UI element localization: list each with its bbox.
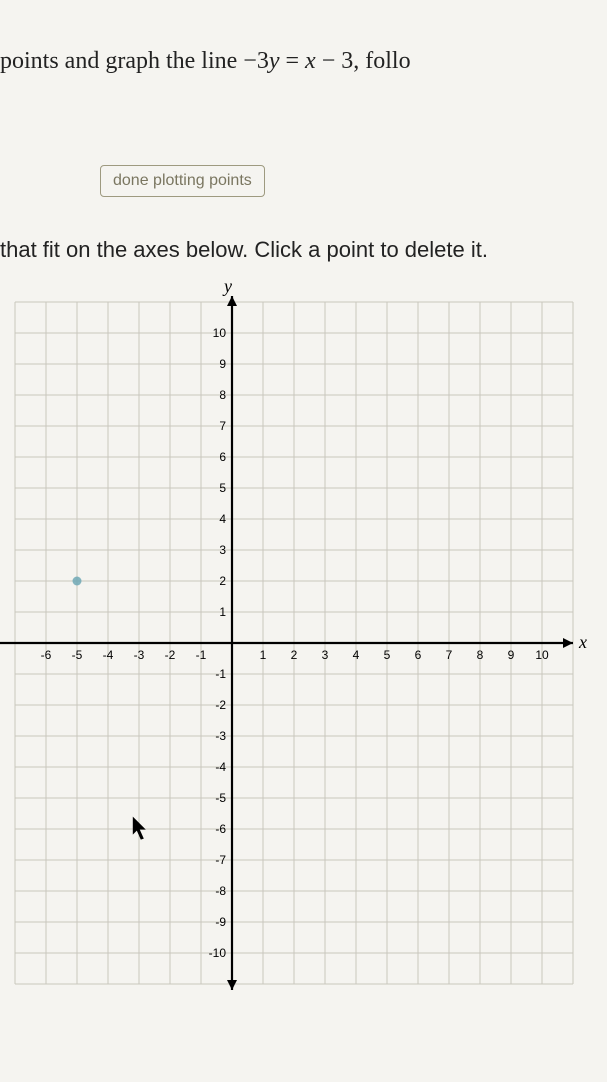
y-tick-label: 7: [219, 419, 226, 433]
x-tick-label: -4: [103, 648, 114, 662]
x-tick-label: -5: [72, 648, 83, 662]
x-tick-label: 7: [446, 648, 453, 662]
y-tick-label: 1: [219, 605, 226, 619]
x-tick-label: -3: [134, 648, 145, 662]
equation: −3y = x − 3: [243, 48, 353, 74]
x-tick-label: 6: [415, 648, 422, 662]
x-axis-label: x: [578, 632, 587, 652]
y-tick-label: 3: [219, 543, 226, 557]
y-arrow-down-icon: [227, 980, 237, 990]
y-tick-label: -2: [215, 698, 226, 712]
x-tick-label: 2: [291, 648, 298, 662]
eq-lhs-var: y: [269, 48, 280, 74]
eq-rhs-const: 3: [341, 48, 353, 74]
instruction-top: points and graph the line −3y = x − 3, f…: [0, 0, 607, 75]
instruction-below: that fit on the axes below. Click a poin…: [0, 237, 607, 263]
y-tick-label: -7: [215, 853, 226, 867]
y-tick-label: -5: [215, 791, 226, 805]
y-tick-label: -8: [215, 884, 226, 898]
instruction-prefix: points and graph the line: [0, 48, 243, 74]
y-tick-label: 4: [219, 512, 226, 526]
eq-rhs-op: −: [316, 48, 342, 74]
y-tick-label: -4: [215, 760, 226, 774]
y-tick-label: -1: [215, 667, 226, 681]
instruction-suffix: , follo: [353, 48, 410, 74]
x-tick-label: 8: [477, 648, 484, 662]
x-tick-label: -2: [165, 648, 176, 662]
y-tick-label: -10: [209, 946, 227, 960]
y-tick-label: 8: [219, 388, 226, 402]
x-tick-label: 4: [353, 648, 360, 662]
grid-svg[interactable]: y x -6 -5 -4 -3 -2 -1 1 2 3 4 5 6 7 8 9 10 10 9 8 7 6 5 4 3 2 1 -1 -2…: [0, 283, 607, 1003]
y-axis-label: y: [222, 283, 232, 296]
y-tick-label: 10: [213, 326, 227, 340]
y-tick-label: -6: [215, 822, 226, 836]
x-tick-label: -1: [196, 648, 207, 662]
done-plotting-button[interactable]: done plotting points: [100, 165, 265, 197]
x-tick-label: 9: [508, 648, 515, 662]
y-tick-label: 5: [219, 481, 226, 495]
button-wrap: done plotting points: [100, 165, 607, 197]
eq-lhs-coef: −3: [243, 48, 269, 74]
x-tick-label: 5: [384, 648, 391, 662]
x-tick-label: 1: [260, 648, 267, 662]
y-tick-label: 2: [219, 574, 226, 588]
y-tick-label: 6: [219, 450, 226, 464]
y-arrow-up-icon: [227, 296, 237, 306]
y-tick-label: -9: [215, 915, 226, 929]
x-tick-label: 3: [322, 648, 329, 662]
x-tick-label: 10: [535, 648, 549, 662]
eq-rhs-var: x: [305, 48, 316, 74]
page-root: { "instruction_top_prefix": " points and…: [0, 0, 607, 1082]
plotted-point[interactable]: [73, 577, 82, 586]
y-tick-label: -3: [215, 729, 226, 743]
y-tick-label: 9: [219, 357, 226, 371]
x-tick-label: -6: [41, 648, 52, 662]
x-arrow-icon: [563, 638, 573, 648]
eq-equals: =: [279, 48, 305, 74]
coordinate-grid[interactable]: y x -6 -5 -4 -3 -2 -1 1 2 3 4 5 6 7 8 9 10 10 9 8 7 6 5 4 3 2 1 -1 -2…: [0, 283, 607, 983]
